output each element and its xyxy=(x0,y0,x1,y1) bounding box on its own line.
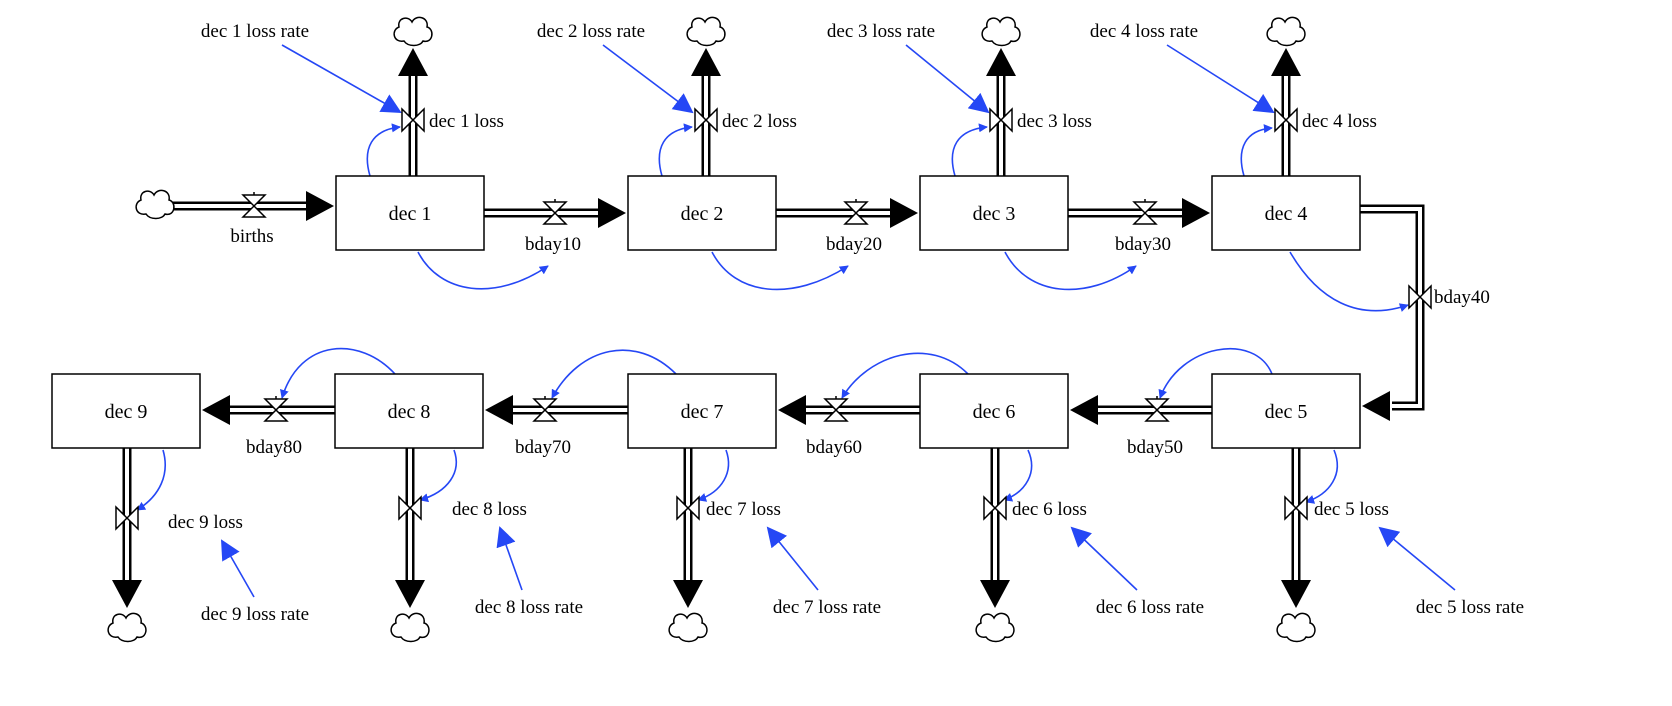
flow-label-bday80: bday80 xyxy=(246,437,302,458)
sink-cloud-dec9 xyxy=(108,613,146,641)
stock-label-8: dec 8 xyxy=(388,401,431,423)
link-dec2-to-loss xyxy=(659,127,692,176)
label-dec1-loss-rate: dec 1 loss rate xyxy=(201,21,309,42)
arrowhead-dec2-loss xyxy=(691,48,721,76)
link-dec7-to-loss xyxy=(698,450,728,500)
stock-label-4: dec 4 xyxy=(1265,203,1308,225)
link-rate-to-dec8-loss xyxy=(500,528,522,590)
arrowhead-dec3-loss xyxy=(986,48,1016,76)
stock-label-1: dec 1 xyxy=(389,203,432,225)
stock-label-7: dec 7 xyxy=(681,401,724,423)
flow-label-bday10: bday10 xyxy=(525,234,581,255)
link-dec1-to-loss xyxy=(367,127,400,176)
link-dec9-to-loss xyxy=(137,450,165,510)
link-rate-to-dec7-loss xyxy=(768,528,818,590)
arrowhead-births xyxy=(306,191,334,221)
sink-cloud-dec8 xyxy=(391,613,429,641)
link-dec6-to-loss xyxy=(1004,450,1032,500)
label-dec3-loss-rate: dec 3 loss rate xyxy=(827,21,935,42)
arrowhead-bday70 xyxy=(485,395,513,425)
flow-label-bday40: bday40 xyxy=(1434,287,1490,308)
arrowhead-dec7-loss xyxy=(673,580,703,608)
link-dec5-to-loss xyxy=(1306,450,1337,502)
link-rate-to-dec5-loss xyxy=(1380,528,1455,590)
stock-label-3: dec 3 xyxy=(973,203,1016,225)
flow-label-bday30: bday30 xyxy=(1115,234,1171,255)
flow-label-dec6-loss: dec 6 loss xyxy=(1012,499,1087,520)
stock-label-9: dec 9 xyxy=(105,401,148,423)
arrowhead-dec9-loss xyxy=(112,580,142,608)
label-dec6-loss-rate: dec 6 loss rate xyxy=(1096,597,1204,618)
arrowhead-dec4-loss xyxy=(1271,48,1301,76)
stock-label-2: dec 2 xyxy=(681,203,724,225)
link-rate-to-dec6-loss xyxy=(1072,528,1137,590)
link-dec4-to-loss xyxy=(1241,128,1272,176)
flow-label-bday70: bday70 xyxy=(515,437,571,458)
link-dec1-to-bday10 xyxy=(418,252,548,289)
arrowhead-dec8-loss xyxy=(395,580,425,608)
flow-label-dec1-loss: dec 1 loss xyxy=(429,111,504,132)
arrowhead-bday50 xyxy=(1070,395,1098,425)
flow-label-bday60: bday60 xyxy=(806,437,862,458)
label-dec5-loss-rate: dec 5 loss rate xyxy=(1416,597,1524,618)
flow-label-dec5-loss: dec 5 loss xyxy=(1314,499,1389,520)
sink-cloud-dec4 xyxy=(1267,17,1305,45)
link-dec3-to-loss xyxy=(952,127,987,176)
label-dec2-loss-rate: dec 2 loss rate xyxy=(537,21,645,42)
arrowhead-bday80 xyxy=(202,395,230,425)
pipe-bday40 xyxy=(1360,209,1420,406)
link-dec8-to-loss xyxy=(420,450,456,500)
arrowhead-dec6-loss xyxy=(980,580,1010,608)
source-cloud-births xyxy=(136,190,174,218)
flow-label-dec7-loss: dec 7 loss xyxy=(706,499,781,520)
flow-label-births: births xyxy=(230,226,273,247)
stock-label-5: dec 5 xyxy=(1265,401,1308,423)
label-dec4-loss-rate: dec 4 loss rate xyxy=(1090,21,1198,42)
arrowhead-bday10 xyxy=(598,198,626,228)
arrowhead-bday40 xyxy=(1362,391,1390,421)
link-dec3-to-bday30 xyxy=(1005,252,1136,289)
flow-label-bday50: bday50 xyxy=(1127,437,1183,458)
label-dec9-loss-rate: dec 9 loss rate xyxy=(201,604,309,625)
arrowhead-bday30 xyxy=(1182,198,1210,228)
link-dec4-to-bday40 xyxy=(1290,252,1408,311)
sink-cloud-dec2 xyxy=(687,17,725,45)
flow-label-dec4-loss: dec 4 loss xyxy=(1302,111,1377,132)
label-dec7-loss-rate: dec 7 loss rate xyxy=(773,597,881,618)
link-dec2-to-bday20 xyxy=(712,252,848,289)
sink-cloud-dec7 xyxy=(669,613,707,641)
arrowhead-dec1-loss xyxy=(398,48,428,76)
link-rate-to-dec3-loss xyxy=(906,45,988,112)
sink-cloud-dec1 xyxy=(394,17,432,45)
flow-label-dec8-loss: dec 8 loss xyxy=(452,499,527,520)
stock-label-6: dec 6 xyxy=(973,401,1016,423)
label-dec8-loss-rate: dec 8 loss rate xyxy=(475,597,583,618)
arrowhead-bday60 xyxy=(778,395,806,425)
flow-label-dec9-loss: dec 9 loss xyxy=(168,512,243,533)
arrowhead-dec5-loss xyxy=(1281,580,1311,608)
link-rate-to-dec9-loss xyxy=(222,541,254,597)
sink-cloud-dec5 xyxy=(1277,613,1315,641)
sink-cloud-dec6 xyxy=(976,613,1014,641)
link-rate-to-dec2-loss xyxy=(603,45,692,112)
sink-cloud-dec3 xyxy=(982,17,1020,45)
arrowhead-bday20 xyxy=(890,198,918,228)
flow-label-bday20: bday20 xyxy=(826,234,882,255)
link-rate-to-dec1-loss xyxy=(282,45,400,112)
link-rate-to-dec4-loss xyxy=(1167,45,1273,112)
flow-label-dec3-loss: dec 3 loss xyxy=(1017,111,1092,132)
flow-label-dec2-loss: dec 2 loss xyxy=(722,111,797,132)
